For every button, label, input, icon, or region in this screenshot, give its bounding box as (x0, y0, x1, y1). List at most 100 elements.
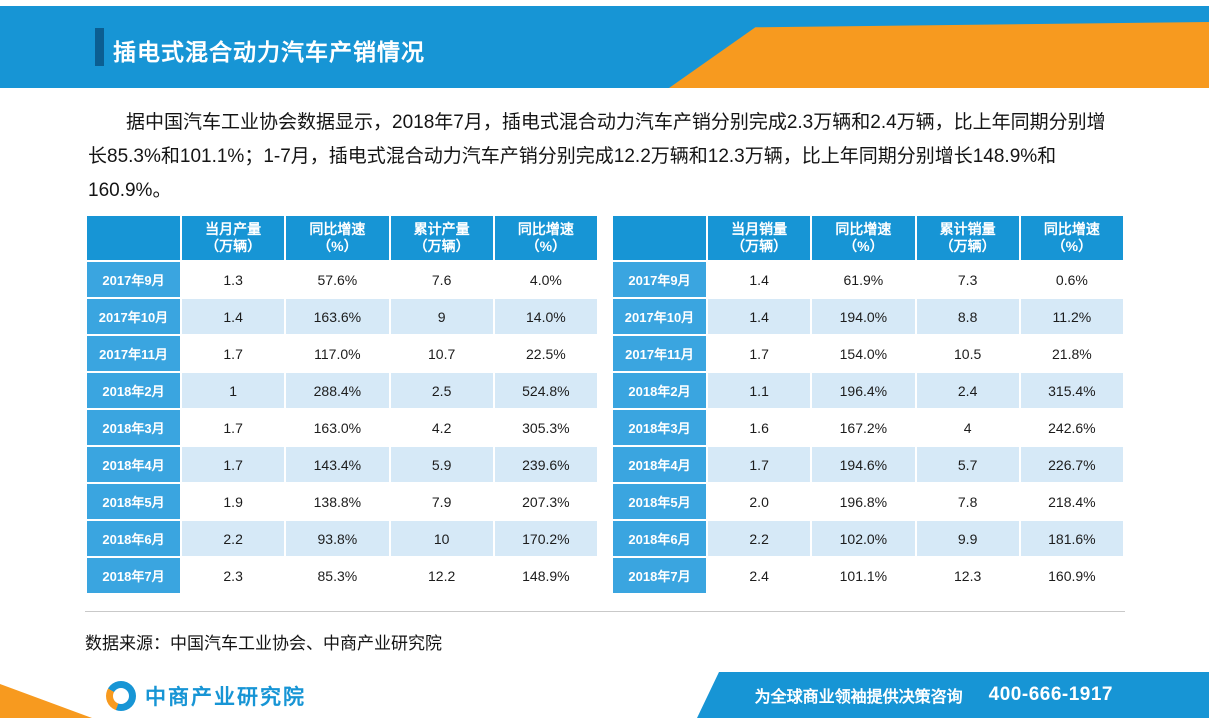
data-cell: 10.7 (390, 336, 493, 371)
data-cell: 2.4 (708, 558, 811, 593)
table-row: 2018年3月 1.6 167.2% 4 242.6% (613, 410, 1123, 445)
data-cell: 9.9 (916, 521, 1019, 556)
table-row: 2017年11月 1.7 154.0% 10.5 21.8% (613, 336, 1123, 371)
data-cell: 0.6% (1020, 262, 1123, 297)
source-note: 数据来源：中国汽车工业协会、中商产业研究院 (85, 634, 442, 653)
intro-paragraph: 据中国汽车工业协会数据显示，2018年7月，插电式混合动力汽车产销分别完成2.3… (88, 112, 1106, 201)
source-divider: 数据来源：中国汽车工业协会、中商产业研究院 (85, 611, 1125, 654)
data-cell: 1.7 (182, 410, 285, 445)
data-cell: 315.4% (1020, 373, 1123, 408)
data-cell: 1.7 (182, 447, 285, 482)
row-label: 2018年7月 (613, 558, 706, 593)
row-label: 2018年3月 (613, 410, 706, 445)
data-cell: 218.4% (1020, 484, 1123, 519)
data-cell: 7.6 (390, 262, 493, 297)
data-cell: 239.6% (494, 447, 597, 482)
data-cell: 1 (182, 373, 285, 408)
table-row: 2017年9月 1.3 57.6% 7.6 4.0% (87, 262, 597, 297)
page-title: 插电式混合动力汽车产销情况 (113, 39, 425, 65)
data-cell: 1.6 (708, 410, 811, 445)
data-cell: 8.8 (916, 299, 1019, 334)
data-cell: 1.3 (182, 262, 285, 297)
data-cell: 1.7 (182, 336, 285, 371)
data-cell: 12.2 (390, 558, 493, 593)
data-cell: 11.2% (1020, 299, 1123, 334)
corner-header-cell (87, 216, 180, 260)
footer-bar: 中商产业研究院 为全球商业领袖提供决策咨询 400-666-1917 (0, 672, 1209, 718)
table-row: 2017年9月 1.4 61.9% 7.3 0.6% (613, 262, 1123, 297)
table-row: 2018年2月 1.1 196.4% 2.4 315.4% (613, 373, 1123, 408)
column-header: 当月销量 （万辆） (708, 216, 811, 260)
data-cell: 1.1 (708, 373, 811, 408)
footer-slogan: 为全球商业领袖提供决策咨询 (754, 689, 963, 706)
footer-contact-block: 为全球商业领袖提供决策咨询 400-666-1917 (697, 672, 1209, 718)
data-cell: 61.9% (812, 262, 915, 297)
data-cell: 117.0% (286, 336, 389, 371)
data-cell: 2.3 (182, 558, 285, 593)
footer-phone: 400-666-1917 (988, 684, 1113, 705)
data-cell: 207.3% (494, 484, 597, 519)
row-label: 2018年6月 (613, 521, 706, 556)
data-cell: 181.6% (1020, 521, 1123, 556)
column-header: 同比增速 （%） (812, 216, 915, 260)
data-cell: 1.4 (708, 262, 811, 297)
data-cell: 21.8% (1020, 336, 1123, 371)
data-cell: 9 (390, 299, 493, 334)
table-row: 2018年6月 2.2 102.0% 9.9 181.6% (613, 521, 1123, 556)
sales-table: 当月销量 （万辆） 同比增速 （%） 累计销量 （万辆） 同比增速 （%） 2017年9… (611, 214, 1125, 595)
row-label: 2017年11月 (613, 336, 706, 371)
data-cell: 163.0% (286, 410, 389, 445)
data-cell: 7.9 (390, 484, 493, 519)
data-cell: 14.0% (494, 299, 597, 334)
data-cell: 4.2 (390, 410, 493, 445)
data-cell: 194.6% (812, 447, 915, 482)
data-cell: 148.9% (494, 558, 597, 593)
table-row: 2018年6月 2.2 93.8% 10 170.2% (87, 521, 597, 556)
data-cell: 102.0% (812, 521, 915, 556)
data-cell: 167.2% (812, 410, 915, 445)
table-row: 2017年10月 1.4 194.0% 8.8 11.2% (613, 299, 1123, 334)
data-cell: 2.4 (916, 373, 1019, 408)
data-cell: 305.3% (494, 410, 597, 445)
table-row: 2018年3月 1.7 163.0% 4.2 305.3% (87, 410, 597, 445)
column-header: 同比增速 （%） (494, 216, 597, 260)
table-row: 2018年7月 2.4 101.1% 12.3 160.9% (613, 558, 1123, 593)
column-header: 同比增速 （%） (286, 216, 389, 260)
data-cell: 10.5 (916, 336, 1019, 371)
tables-container: 当月产量 （万辆） 同比增速 （%） 累计产量 （万辆） 同比增速 （%） 2017年9… (85, 214, 1125, 595)
table-row: 2017年10月 1.4 163.6% 9 14.0% (87, 299, 597, 334)
row-label: 2017年10月 (613, 299, 706, 334)
data-cell: 4.0% (494, 262, 597, 297)
data-cell: 1.7 (708, 336, 811, 371)
data-cell: 2.5 (390, 373, 493, 408)
column-header: 当月产量 （万辆） (182, 216, 285, 260)
data-cell: 524.8% (494, 373, 597, 408)
data-cell: 101.1% (812, 558, 915, 593)
data-cell: 143.4% (286, 447, 389, 482)
row-label: 2018年4月 (87, 447, 180, 482)
column-header: 累计销量 （万辆） (916, 216, 1019, 260)
data-cell: 154.0% (812, 336, 915, 371)
table-row: 2018年5月 1.9 138.8% 7.9 207.3% (87, 484, 597, 519)
company-logo-icon (106, 681, 136, 711)
data-cell: 163.6% (286, 299, 389, 334)
column-header: 累计产量 （万辆） (390, 216, 493, 260)
data-cell: 12.3 (916, 558, 1019, 593)
data-cell: 196.8% (812, 484, 915, 519)
data-cell: 2.2 (182, 521, 285, 556)
data-cell: 288.4% (286, 373, 389, 408)
table-row: 2018年4月 1.7 143.4% 5.9 239.6% (87, 447, 597, 482)
data-cell: 138.8% (286, 484, 389, 519)
orange-swoosh-shape (669, 22, 1209, 88)
header-bar: 插电式混合动力汽车产销情况 (0, 6, 1209, 88)
table-row: 2018年5月 2.0 196.8% 7.8 218.4% (613, 484, 1123, 519)
data-cell: 22.5% (494, 336, 597, 371)
data-cell: 7.8 (916, 484, 1019, 519)
data-cell: 226.7% (1020, 447, 1123, 482)
row-label: 2017年10月 (87, 299, 180, 334)
row-label: 2018年2月 (87, 373, 180, 408)
data-cell: 194.0% (812, 299, 915, 334)
row-label: 2018年3月 (87, 410, 180, 445)
row-label: 2018年5月 (87, 484, 180, 519)
table-row: 2017年11月 1.7 117.0% 10.7 22.5% (87, 336, 597, 371)
